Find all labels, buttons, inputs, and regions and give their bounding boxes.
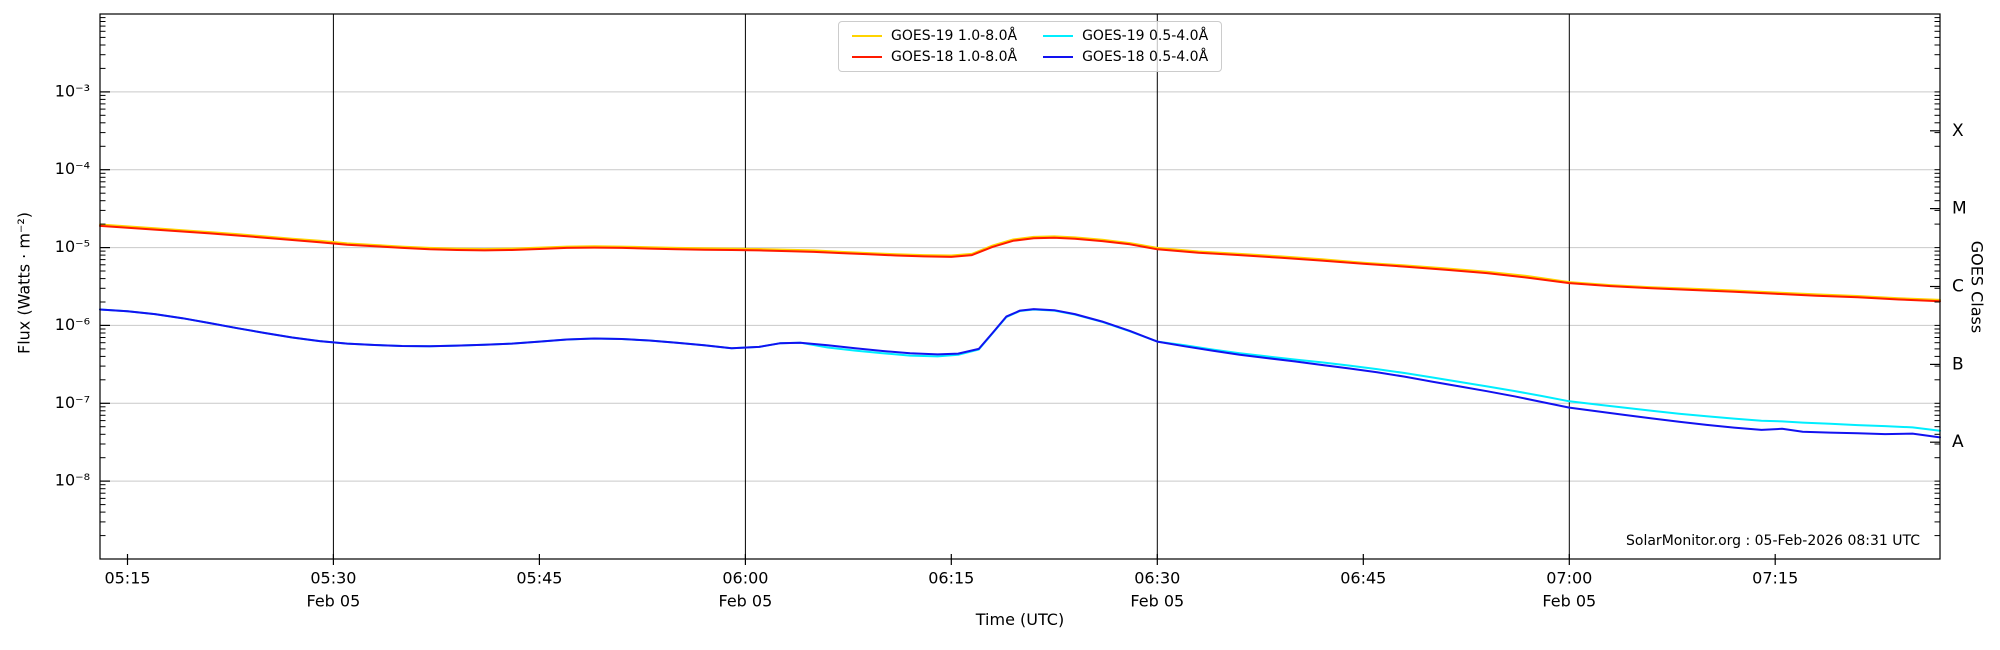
x-tick-date-label: Feb 05 [719, 592, 773, 611]
series-goes18-1-8A [99, 224, 1941, 303]
y-tick-label: 10⁻⁵ [55, 237, 90, 256]
series-goes19-05-4A [99, 308, 1941, 432]
legend-item-goes18-long: GOES-18 1.0-8.0Å [852, 49, 1017, 65]
solarmonitor-timestamp-annotation: SolarMonitor.org : 05-Feb-2026 08:31 UTC [1626, 533, 1920, 549]
y-axis-title-goes-class: GOES Class [1967, 240, 1987, 334]
y-tick-label: 10⁻⁷ [55, 393, 90, 412]
goes-class-letter: B [1952, 354, 1964, 374]
legend-line-swatch-red [852, 56, 882, 58]
x-tick-label: 06:15 [928, 569, 974, 588]
plot-border [99, 13, 1941, 560]
legend-item-goes18-short: GOES-18 0.5-4.0Å [1043, 49, 1208, 65]
horizontal-gridlines [100, 91, 1940, 482]
goes-class-letter: A [1952, 432, 1964, 452]
goes-class-letter: X [1952, 121, 1964, 141]
y-axis-ticks-left: 10⁻³ 10⁻⁴ 10⁻⁵ 10⁻⁶ 10⁻⁷ 10⁻⁸ [55, 17, 1940, 537]
legend-label: GOES-19 0.5-4.0Å [1082, 28, 1209, 44]
legend-item-goes19-short: GOES-19 0.5-4.0Å [1043, 28, 1208, 44]
series-goes19-1-8A [99, 223, 1941, 301]
series-goes18-05-4A [99, 308, 1941, 439]
x-tick-label: 07:00 [1546, 569, 1592, 588]
legend-line-swatch-blue [1043, 56, 1074, 58]
y-tick-label: 10⁻³ [55, 81, 90, 100]
y-axis-ticks-right: X M C B A [1930, 121, 1967, 452]
y-tick-label: 10⁻⁴ [55, 159, 90, 178]
goes-class-letter: C [1952, 277, 1964, 297]
y-tick-label: 10⁻⁸ [55, 471, 90, 490]
x-tick-label: 07:15 [1752, 569, 1798, 588]
x-tick-label: 05:45 [516, 569, 562, 588]
y-axis-title-flux: Flux (Watts · m⁻²) [14, 211, 34, 355]
x-tick-label: 06:00 [722, 569, 768, 588]
x-tick-label: 06:45 [1340, 569, 1386, 588]
x-tick-date-label: Feb 05 [1130, 592, 1184, 611]
x-axis-title: Time (UTC) [975, 610, 1065, 629]
legend-label: GOES-18 0.5-4.0Å [1082, 49, 1209, 65]
x-tick-label: 05:15 [104, 569, 150, 588]
x-axis-ticks: 05:15 05:30 Feb 05 05:45 06:00 Feb 05 06:15 06:… [104, 554, 1798, 611]
legend-item-goes19-long: GOES-19 1.0-8.0Å [852, 28, 1017, 44]
legend-label: GOES-19 1.0-8.0Å [891, 28, 1018, 44]
x-tick-date-label: Feb 05 [307, 592, 361, 611]
x-tick-label: 06:30 [1134, 569, 1180, 588]
vertical-gridlines [332, 14, 1570, 559]
legend-label: GOES-18 1.0-8.0Å [891, 49, 1018, 65]
x-tick-label: 05:30 [310, 569, 356, 588]
legend-line-swatch-cyan [1043, 35, 1074, 37]
chart-legend: GOES-19 1.0-8.0Å GOES-19 0.5-4.0Å GOES-1… [838, 21, 1223, 72]
y-tick-label: 10⁻⁶ [55, 315, 90, 334]
legend-line-swatch-yellow [852, 35, 882, 37]
goes-class-letter: M [1952, 199, 1967, 219]
x-tick-date-label: Feb 05 [1542, 592, 1596, 611]
